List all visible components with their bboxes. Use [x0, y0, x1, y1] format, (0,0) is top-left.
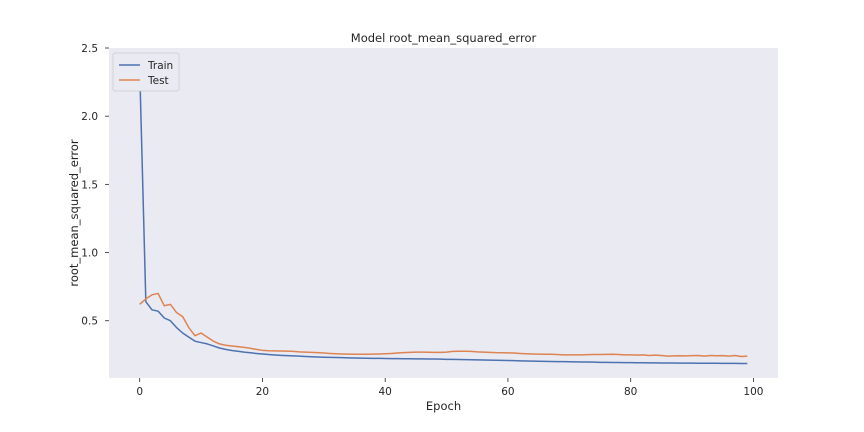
plot-background	[109, 48, 778, 378]
legend: Train Test	[112, 52, 180, 92]
series-line-train	[138, 68, 748, 365]
x-axis-label: Epoch	[426, 399, 461, 413]
y-tick-label: 2.0	[81, 111, 98, 123]
plot-area-group: 0 20 40 60 80 100 0.5 1.0 1.5 2.0 2.5	[81, 43, 778, 398]
x-tick-label: 0	[136, 386, 143, 398]
legend-label-test: Test	[147, 75, 169, 87]
y-tick-label: 1.0	[81, 248, 98, 260]
x-tick-label: 20	[256, 386, 269, 398]
legend-label-train: Train	[147, 60, 173, 72]
x-tick-label: 100	[743, 386, 763, 398]
x-tick-label: 60	[501, 386, 514, 398]
series-line-test	[139, 292, 748, 358]
y-axis-label: root_mean_squared_error	[67, 139, 81, 287]
x-tick-label: 80	[624, 386, 637, 398]
legend-box	[112, 52, 180, 92]
y-tick-label: 0.5	[81, 316, 98, 328]
x-tick-label: 40	[379, 386, 392, 398]
chart-title: Model root_mean_squared_error	[351, 31, 537, 45]
y-tick-label: 1.5	[81, 179, 98, 191]
y-tick-label: 2.5	[81, 43, 98, 55]
